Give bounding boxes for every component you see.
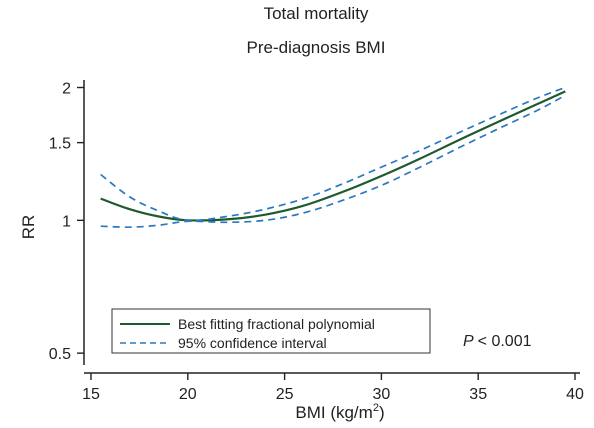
p-value-symbol: P <box>463 333 474 350</box>
x-axis-title-main: BMI (kg/m <box>295 403 372 422</box>
x-tick-label: 25 <box>276 386 294 403</box>
y-axis-ticks: 0.5 1 1.5 2 <box>49 81 84 363</box>
y-tick-label: 1.5 <box>49 136 71 153</box>
p-value-annotation: P < 0.001 <box>463 333 532 350</box>
x-tick-label: 30 <box>373 386 391 403</box>
x-tick-label: 35 <box>469 386 487 403</box>
x-tick-label: 15 <box>82 386 100 403</box>
y-tick-label: 1 <box>62 213 71 230</box>
cropped-header-decoration <box>0 0 594 10</box>
plot-series <box>100 86 566 229</box>
legend-label-ci: 95% confidence interval <box>178 335 327 351</box>
x-axis-title-suffix: ) <box>379 403 385 422</box>
series-ci-lower-line <box>100 94 566 229</box>
chart-subtitle: Pre-diagnosis BMI <box>247 38 386 57</box>
legend: Best fitting fractional polynomial 95% c… <box>111 308 431 354</box>
x-axis-title: BMI (kg/m2) <box>295 402 384 422</box>
x-axis-title-superscript: 2 <box>373 402 379 414</box>
p-value-text: < 0.001 <box>478 333 532 350</box>
y-tick-label: 2 <box>62 81 71 98</box>
y-axis-title: RR <box>19 215 38 240</box>
x-tick-label: 20 <box>179 386 197 403</box>
y-tick-label: 0.5 <box>49 346 71 363</box>
legend-label-fit: Best fitting fractional polynomial <box>178 316 375 332</box>
chart-title: Total mortality <box>264 4 369 23</box>
x-tick-label: 40 <box>566 386 584 403</box>
x-axis-ticks: 15 20 25 30 35 40 <box>82 373 584 403</box>
series-fit-line <box>100 90 566 222</box>
legend-box <box>111 308 431 354</box>
series-ci-upper-line <box>100 86 566 222</box>
